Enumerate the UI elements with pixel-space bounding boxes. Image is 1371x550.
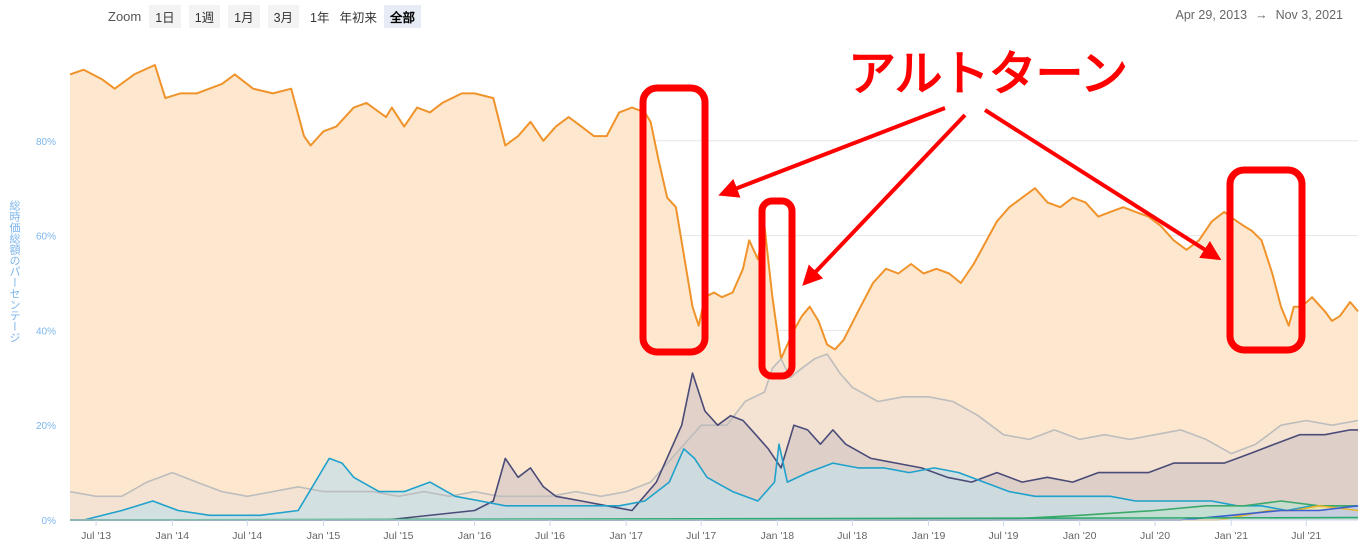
y-tick-label: 0% [42,516,57,527]
annotations: アルトターン [639,46,1306,380]
range-from[interactable]: Apr 29, 2013 [1175,8,1248,22]
x-tick-label: Jan '17 [609,530,643,542]
zoom-label: Zoom [108,8,142,24]
y-axis-title: 総時価総額のパーセンテージ [8,200,20,343]
x-axis: Jul '13 Jan '14 Jul '14 Jan '15 Jul '15 Jan '… [70,519,1358,542]
date-range: Apr 29, 2013 → Nov 3, 2021 [1171,8,1347,22]
y-axis: 0% 20% 40% 60% 80% [36,137,56,527]
arrow-to-2018 [802,113,967,286]
highlight-box-2018 [758,197,796,380]
x-tick-label: Jul '16 [535,530,565,542]
x-tick-label: Jan '19 [912,530,946,542]
series-area [70,373,1358,520]
zoom-bar: Zoom 1日 1週 1月 3月 1年 年初来 全部 [108,4,429,28]
zoom-ytd-button[interactable]: 年初来 [339,10,378,25]
x-tick-label: Jul '19 [988,530,1018,542]
x-tick-label: Jan '18 [761,530,795,542]
y-tick-label: 80% [36,137,56,148]
series-line [69,353,1359,498]
zoom-1w-button[interactable]: 1週 [188,4,221,28]
zoom-1m-button[interactable]: 1月 [228,4,260,28]
x-tick-label: Jan '15 [307,530,341,542]
x-tick-label: Jul '14 [232,530,262,542]
x-tick-label: Jul '17 [686,530,716,542]
altturn-annotation-text: アルトターン [848,46,1127,102]
series-line [70,443,1358,521]
x-tick-label: Jan '21 [1215,530,1249,542]
x-tick-label: Jul '21 [1291,530,1321,542]
y-tick-label: 20% [36,421,56,432]
range-to[interactable]: Nov 3, 2021 [1275,8,1343,22]
x-tick-label: Jul '13 [81,530,111,542]
series-line [70,372,1358,521]
zoom-1d-button[interactable]: 1日 [149,4,181,28]
highlight-box-2017 [639,84,709,356]
range-arrow: → [1255,8,1268,22]
highlight-box-2021 [1226,166,1306,354]
x-tick-label: Jul '20 [1140,530,1170,542]
x-tick-label: Jul '18 [837,530,867,542]
y-tick-label: 60% [36,232,56,243]
x-tick-label: Jul '15 [383,530,413,542]
zoom-all-button[interactable]: 全部 [384,4,422,28]
x-tick-label: Jan '16 [458,530,492,542]
zoom-1y-button[interactable]: 1年 [310,10,330,25]
arrow-to-2017 [718,106,946,198]
y-tick-label: 40% [36,326,56,337]
arrow-to-2021 [983,108,1222,261]
x-tick-label: Jan '20 [1063,530,1097,542]
zoom-3m-button[interactable]: 3月 [267,4,300,28]
x-tick-label: Jan '14 [156,530,190,542]
